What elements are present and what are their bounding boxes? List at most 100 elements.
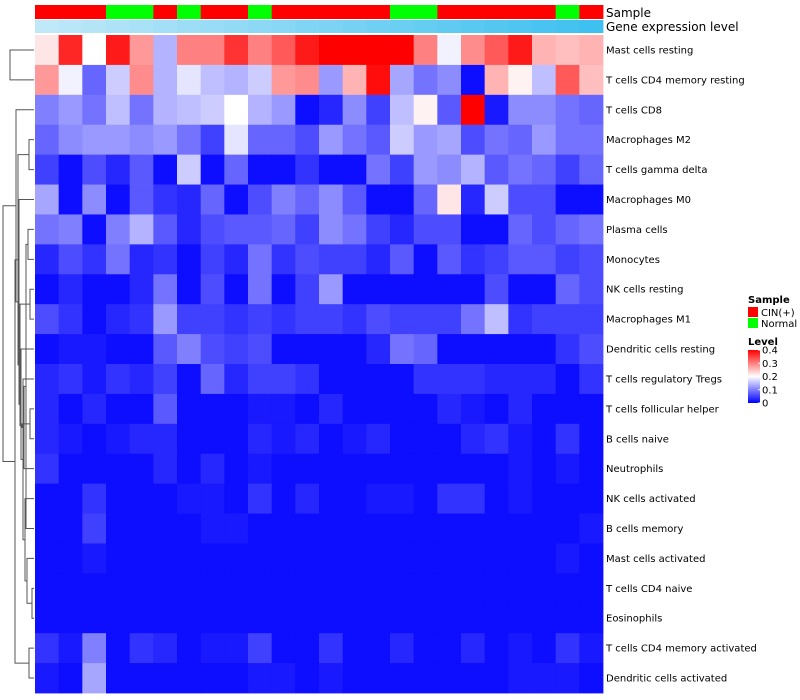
heatmap-cell <box>390 483 415 514</box>
legend-tick-label: 0.1 <box>762 385 778 396</box>
legend-tick-label: 0.3 <box>762 359 778 370</box>
dendrogram-branch <box>31 587 34 619</box>
heatmap-cell <box>319 304 344 335</box>
gene-expression-annotation-cell <box>437 20 462 33</box>
heatmap-cell <box>579 453 604 485</box>
heatmap-cell <box>106 483 131 514</box>
heatmap-cell <box>295 124 320 156</box>
heatmap-cell <box>295 573 320 604</box>
heatmap-cell <box>200 334 225 365</box>
heatmap-cell <box>271 633 296 664</box>
gene-expression-annotation-cell <box>248 20 273 33</box>
heatmap-cell <box>82 633 107 664</box>
gene-expression-annotation-cell <box>295 20 320 33</box>
heatmap-cell <box>129 35 154 66</box>
gene-expression-annotation-cell <box>413 20 438 33</box>
heatmap-cell <box>319 364 344 395</box>
heatmap-cell <box>153 124 178 156</box>
heatmap-cell <box>579 513 604 544</box>
heatmap-cell <box>58 364 83 395</box>
heatmap-cell <box>484 364 509 395</box>
heatmap-cell <box>461 274 486 305</box>
heatmap-cell <box>35 423 60 455</box>
gene-expression-annotation-cell <box>129 20 154 33</box>
heatmap-cell <box>437 334 462 365</box>
row-label: Mast cells resting <box>606 45 693 56</box>
sample-annotation-cell <box>319 5 344 19</box>
heatmap-cell <box>177 35 202 66</box>
heatmap-cell <box>579 393 604 425</box>
heatmap-cell <box>82 35 107 66</box>
heatmap-cell <box>461 334 486 365</box>
heatmap-cell <box>271 124 296 156</box>
heatmap-cell <box>106 64 131 96</box>
heatmap-cell <box>58 633 83 664</box>
sample-annotation-cell <box>555 5 580 19</box>
heatmap-cell <box>153 663 178 694</box>
dendrogram-branch <box>9 49 34 81</box>
row-label: T cells CD8 <box>605 105 662 116</box>
heatmap-cell <box>58 573 83 604</box>
heatmap-cell <box>271 304 296 335</box>
heatmap-cell <box>35 573 60 604</box>
heatmap-cell <box>248 364 273 395</box>
heatmap-cell <box>484 304 509 335</box>
sample-annotation-cell <box>82 5 107 19</box>
heatmap-cell <box>153 214 178 245</box>
heatmap-cell <box>437 124 462 156</box>
heatmap-cell <box>484 274 509 305</box>
heatmap-cell <box>437 663 462 694</box>
heatmap-cell <box>106 573 131 604</box>
heatmap-cell <box>271 154 296 185</box>
heatmap-cell <box>390 214 415 245</box>
heatmap-cell <box>484 633 509 664</box>
heatmap-cell <box>579 633 604 664</box>
heatmap-cell <box>35 633 60 664</box>
legend-sample-items: CIN(+)Normal <box>748 307 797 330</box>
heatmap-cell <box>461 603 486 634</box>
heatmap-cell <box>200 274 225 305</box>
gene-expression-annotation-cell <box>271 20 296 33</box>
heatmap-cell <box>35 603 60 634</box>
heatmap-cell <box>35 124 60 156</box>
heatmap-cell <box>129 214 154 245</box>
heatmap-cell <box>366 543 391 574</box>
gene-expression-annotation-cell <box>366 20 391 33</box>
heatmap-cell <box>555 274 580 305</box>
heatmap-cell <box>271 603 296 634</box>
heatmap-cell <box>248 64 273 96</box>
heatmap-cell <box>129 184 154 215</box>
heatmap-cell <box>508 334 533 365</box>
heatmap-cell <box>532 214 557 245</box>
sample-annotation-cell <box>579 5 604 19</box>
heatmap-cell <box>295 423 320 455</box>
heatmap-cell <box>106 663 131 694</box>
heatmap-cell <box>484 663 509 694</box>
heatmap-cell <box>58 603 83 634</box>
heatmap-cell <box>461 124 486 156</box>
heatmap-cell <box>366 244 391 275</box>
gene-expression-annotation-cell <box>319 20 344 33</box>
heatmap-cell <box>555 334 580 365</box>
heatmap-cell <box>58 244 83 275</box>
heatmap-cell <box>342 364 367 395</box>
heatmap-cell <box>177 184 202 215</box>
heatmap-cell <box>177 483 202 514</box>
heatmap-cell <box>555 35 580 66</box>
heatmap-cell <box>129 663 154 694</box>
heatmap-cell <box>532 393 557 425</box>
heatmap-cell <box>82 513 107 544</box>
heatmap-cell <box>106 603 131 634</box>
heatmap-cell <box>224 35 249 66</box>
heatmap-cell <box>248 154 273 185</box>
heatmap-cell <box>390 603 415 634</box>
gene-expression-annotation-cell <box>153 20 178 33</box>
heatmap-cell <box>366 124 391 156</box>
heatmap-cell <box>390 663 415 694</box>
heatmap-cell <box>295 64 320 96</box>
dendrogram-branch <box>28 139 34 171</box>
heatmap-cell <box>153 94 178 126</box>
heatmap-cell <box>366 304 391 335</box>
heatmap-cell <box>508 573 533 604</box>
heatmap-cell <box>82 543 107 574</box>
